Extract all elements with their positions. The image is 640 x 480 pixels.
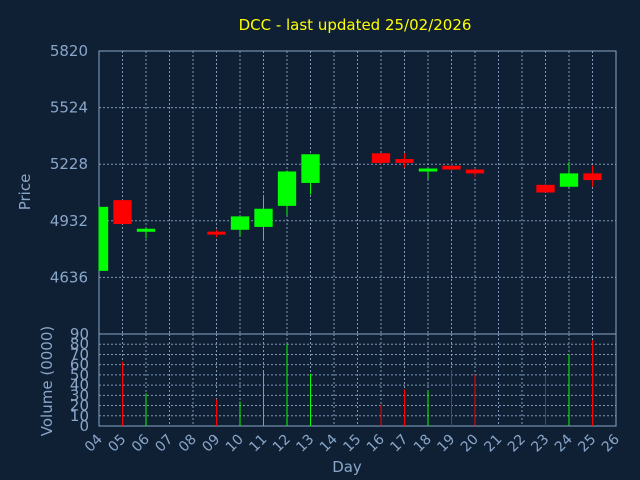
day-tick-label: 10 [223,432,247,456]
day-tick-label: 04 [82,431,106,455]
candle-17 [395,153,414,168]
chart-title: DCC - last updated 25/02/2026 [239,16,472,34]
volume-bars [122,340,593,426]
price-axis-ticks: 4636 4932 5228 5524 5820 [50,42,88,286]
day-tick-label: 21 [481,432,505,456]
day-tick-label: 13 [293,432,317,456]
day-tick-label: 17 [387,432,411,456]
volume-tick-label: 10 [70,407,89,425]
candle-23 [536,180,555,193]
volume-tick-label: 50 [70,366,89,384]
price-tick-label: 5524 [50,99,88,117]
candle-25 [583,165,602,187]
day-tick-label: 18 [411,432,435,456]
candle-body [301,154,320,183]
candle-body [136,228,156,232]
volume-tick-label: 0 [79,417,89,435]
volume-tick-label: 20 [70,397,89,415]
day-tick-label: 12 [270,432,294,456]
candle-body [465,169,485,174]
candle-body [418,168,438,172]
price-tick-label: 4932 [50,212,88,230]
day-tick-label: 25 [575,432,599,456]
day-tick-label: 15 [340,432,364,456]
candle-16 [371,153,391,165]
price-axis-label: Price [16,174,34,211]
candle-04 [98,206,109,271]
candle-19 [442,162,461,172]
candle-10 [230,216,250,237]
candle-body [583,173,602,181]
volume-tick-label: 70 [70,345,89,363]
candle-body [371,153,391,163]
volume-axis-label: Volume (0000) [38,326,56,436]
candle-body [254,208,273,227]
day-tick-label: 16 [364,431,388,455]
candle-body [277,171,297,206]
volume-tick-label: 40 [70,376,89,394]
candle-09 [207,229,226,238]
candle-body [559,173,579,187]
volume-tick-label: 80 [70,335,89,353]
candle-body [207,231,226,235]
candle-18 [418,168,438,180]
candle-06 [136,227,156,239]
candle-body [395,159,414,163]
price-tick-label: 4636 [50,268,88,286]
candles [98,153,602,271]
day-axis-ticks: 04 05 06 07 08 09 10 11 12 13 14 15 16 17 18 19 20 21 22 23… [82,431,623,455]
day-axis-label: Day [332,458,362,476]
day-tick-label: 22 [505,432,529,456]
volume-tick-label: 30 [70,386,89,404]
candle-body [99,206,109,271]
candle-body [442,165,461,170]
candle-20 [465,168,485,178]
day-tick-label: 20 [458,432,482,456]
day-tick-label: 08 [176,432,200,456]
day-tick-label: 14 [317,431,341,455]
price-tick-label: 5820 [50,42,88,60]
day-tick-label: 23 [528,432,552,456]
day-tick-label: 19 [434,432,458,456]
day-tick-label: 11 [246,432,270,456]
candle-body [230,216,250,230]
day-tick-label: 26 [599,431,623,455]
day-tick-label: 05 [105,432,129,456]
day-tick-label: 07 [152,432,176,456]
candle-body [113,200,132,225]
candle-11 [254,197,273,241]
volume-tick-label: 90 [70,325,89,343]
candle-05 [113,200,132,225]
candle-13 [301,154,320,195]
candle-body [536,184,555,193]
candle-12 [277,170,297,216]
volume-tick-label: 60 [70,356,89,374]
candle-24 [559,161,579,187]
day-tick-label: 09 [199,432,223,456]
day-tick-label: 06 [129,431,153,455]
price-tick-label: 5228 [50,155,88,173]
day-tick-label: 24 [552,431,576,455]
